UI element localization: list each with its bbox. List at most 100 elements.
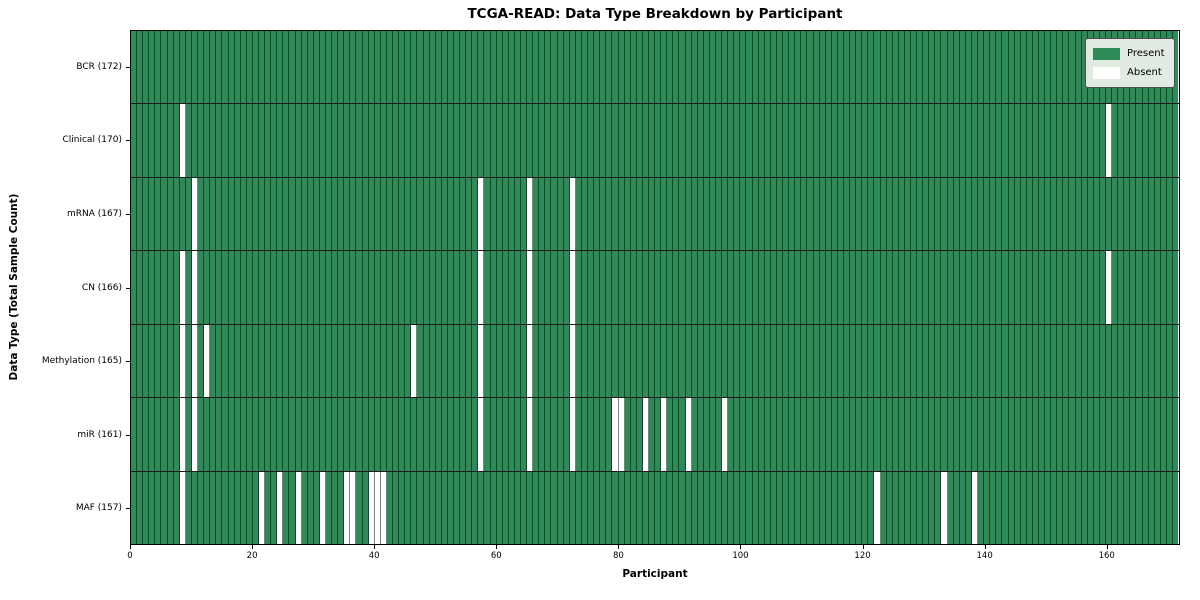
cell-present xyxy=(752,104,759,177)
cell-present xyxy=(691,31,698,104)
cell-present xyxy=(667,31,674,104)
cell-present xyxy=(984,104,991,177)
cell-present xyxy=(368,31,375,104)
cell-present xyxy=(252,251,259,324)
cell-present xyxy=(837,31,844,104)
cell-present xyxy=(764,324,771,398)
cell-present xyxy=(709,31,716,104)
cell-present xyxy=(204,31,211,104)
x-tick-mark xyxy=(984,545,986,549)
cell-present xyxy=(764,104,771,177)
cell-present xyxy=(1106,177,1113,251)
cell-present xyxy=(155,471,162,544)
cell-present xyxy=(155,31,162,104)
cell-present xyxy=(618,31,625,104)
cell-present xyxy=(776,251,784,324)
cell-present xyxy=(1051,398,1058,471)
cell-present xyxy=(679,398,686,471)
cell-present xyxy=(417,104,424,177)
cell-present xyxy=(149,398,156,471)
cell-present xyxy=(661,471,668,544)
cell-present xyxy=(752,471,759,544)
cell-present xyxy=(411,31,418,104)
cell-absent xyxy=(179,471,186,544)
cell-present xyxy=(740,31,747,104)
cell-present xyxy=(1081,471,1088,544)
cell-present xyxy=(892,251,899,324)
cell-present xyxy=(374,398,381,471)
cell-present xyxy=(1166,104,1174,177)
x-tick-label: 100 xyxy=(732,551,749,561)
cell-present xyxy=(1099,324,1106,398)
cell-present xyxy=(1112,104,1119,177)
cell-present xyxy=(892,398,899,471)
cell-absent xyxy=(478,398,485,471)
cell-present xyxy=(734,177,741,251)
cell-present xyxy=(149,31,156,104)
cell-present xyxy=(393,324,400,398)
cell-present xyxy=(783,31,790,104)
cell-absent xyxy=(295,471,302,544)
cell-present xyxy=(557,104,564,177)
cell-present xyxy=(673,177,680,251)
cell-present xyxy=(630,104,637,177)
cell-present xyxy=(606,177,613,251)
cell-present xyxy=(258,31,266,104)
cell-present xyxy=(441,177,448,251)
cell-present xyxy=(447,31,454,104)
y-tick-label: mRNA (167) xyxy=(67,208,122,219)
cell-present xyxy=(350,104,357,177)
cell-present xyxy=(417,398,424,471)
chart-title: TCGA-READ: Data Type Breakdown by Partic… xyxy=(467,6,843,22)
cell-present xyxy=(246,177,253,251)
cell-present xyxy=(478,471,485,544)
cell-present xyxy=(661,104,668,177)
legend-label-absent: Absent xyxy=(1127,67,1162,78)
cell-present xyxy=(874,251,881,324)
cell-present xyxy=(947,251,954,324)
cell-absent xyxy=(411,324,418,398)
cell-present xyxy=(1136,104,1143,177)
cell-present xyxy=(1160,104,1167,177)
cell-present xyxy=(758,31,765,104)
cell-present xyxy=(770,251,777,324)
cell-present xyxy=(563,471,570,544)
cell-present xyxy=(630,177,637,251)
cell-present xyxy=(313,31,320,104)
cell-present xyxy=(1051,31,1058,104)
cell-present xyxy=(971,251,979,324)
cell-present xyxy=(1075,104,1082,177)
cell-present xyxy=(941,177,948,251)
cell-present xyxy=(246,104,253,177)
cell-present xyxy=(758,398,765,471)
cell-present xyxy=(1026,31,1033,104)
cell-present xyxy=(874,324,881,398)
cell-present xyxy=(1124,398,1131,471)
cell-present xyxy=(703,31,710,104)
cell-present xyxy=(655,31,662,104)
cell-present xyxy=(588,471,595,544)
cell-present xyxy=(746,251,753,324)
cell-present xyxy=(959,251,966,324)
cell-present xyxy=(173,324,180,398)
cell-present xyxy=(965,471,972,544)
cell-present xyxy=(472,398,479,471)
cell-present xyxy=(283,177,290,251)
cell-present xyxy=(1063,104,1070,177)
cell-present xyxy=(228,471,235,544)
cell-present xyxy=(191,31,199,104)
cell-present xyxy=(514,471,521,544)
cell-present xyxy=(740,251,747,324)
cell-present xyxy=(167,31,174,104)
cell-present xyxy=(709,324,716,398)
cell-present xyxy=(892,471,899,544)
cell-present xyxy=(1038,177,1046,251)
cell-present xyxy=(1124,104,1131,177)
cell-present xyxy=(161,177,168,251)
cell-absent xyxy=(191,398,199,471)
cell-present xyxy=(959,177,966,251)
cell-present xyxy=(246,398,253,471)
cell-present xyxy=(405,471,412,544)
cell-present xyxy=(1014,471,1021,544)
cell-present xyxy=(965,398,972,471)
